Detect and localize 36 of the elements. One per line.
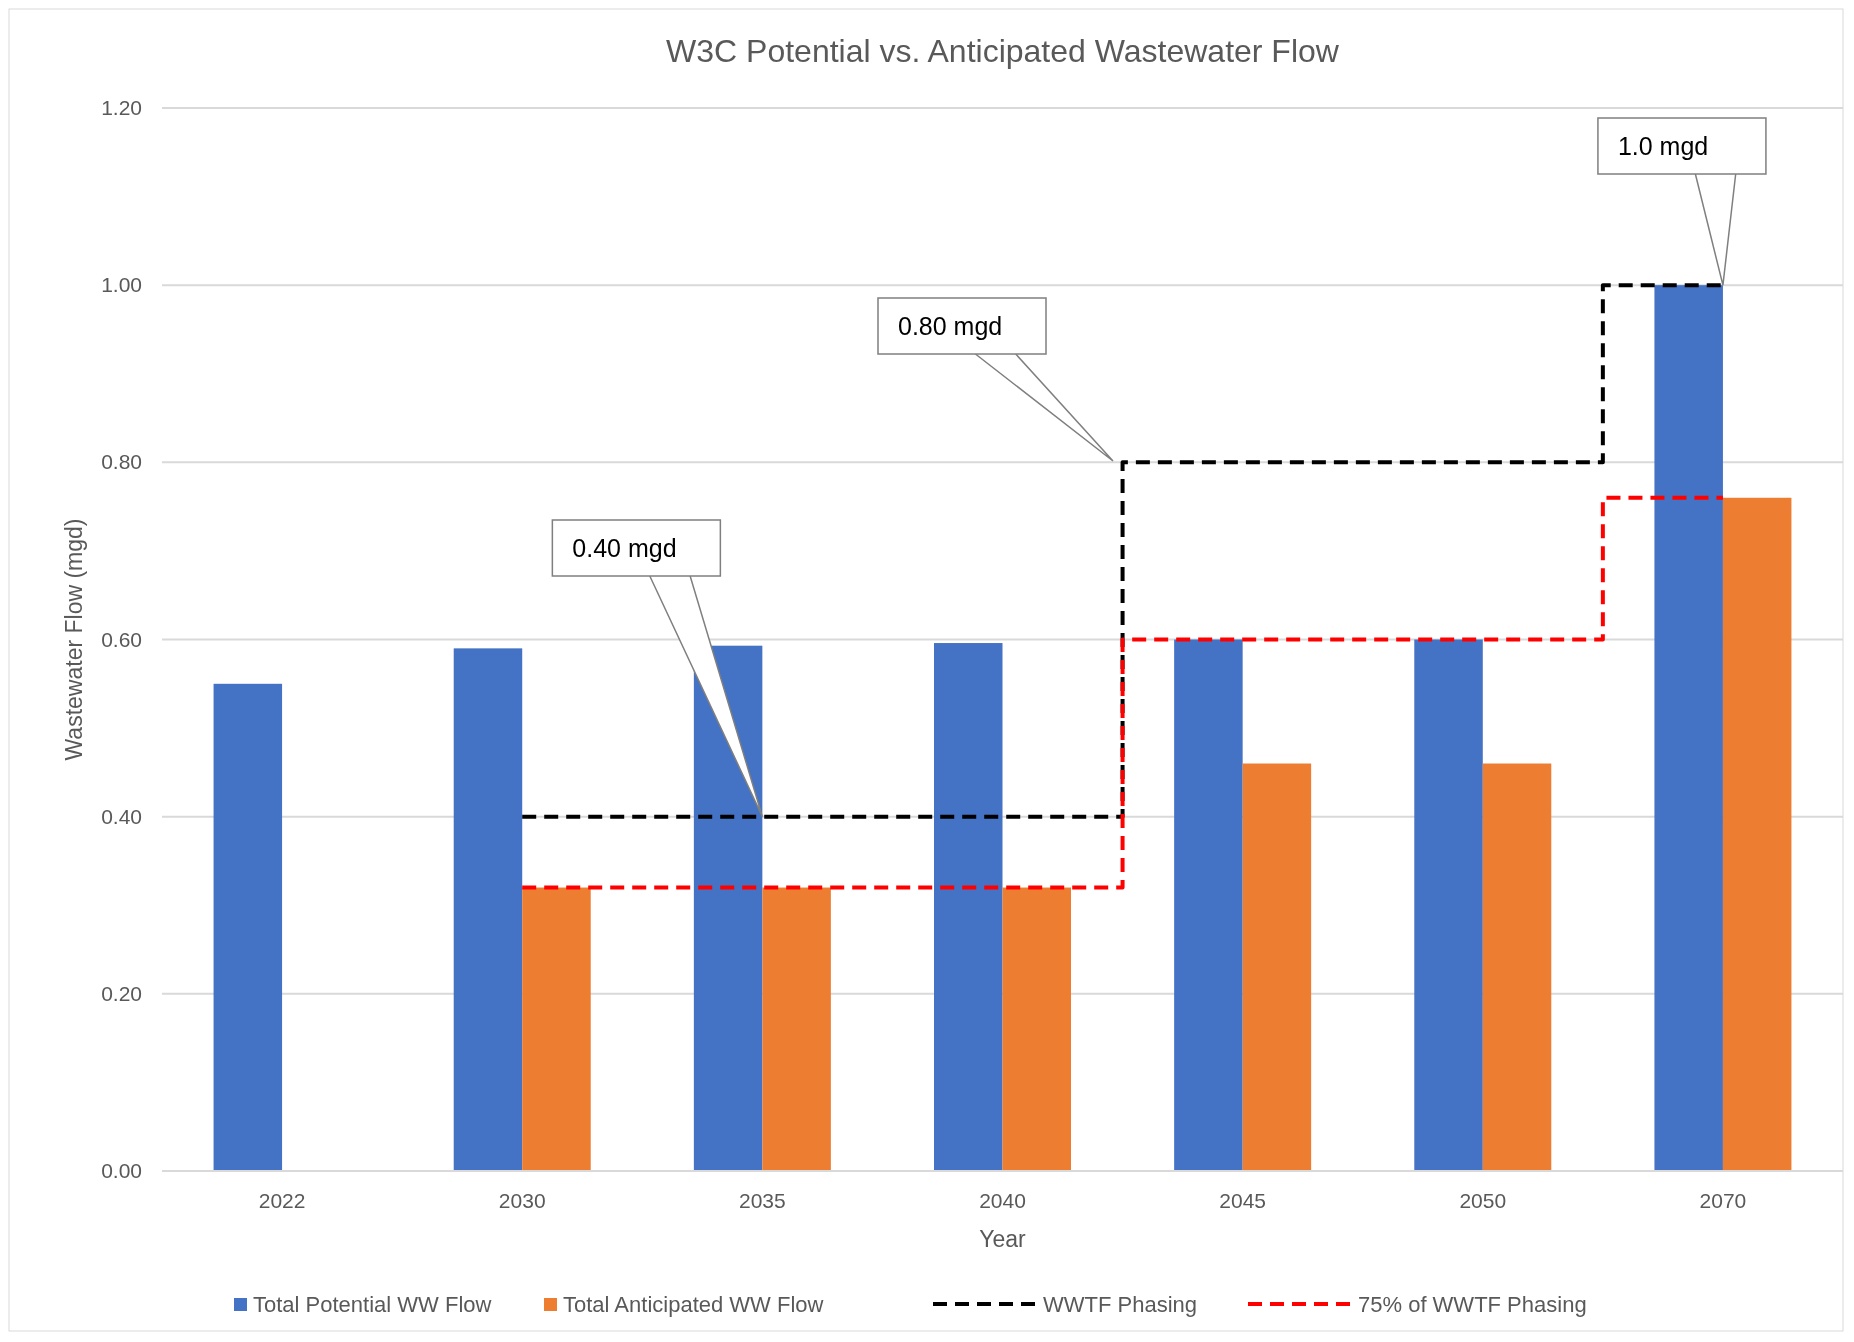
legend-label: 75% of WWTF Phasing — [1358, 1292, 1587, 1317]
bar — [1242, 763, 1312, 1171]
bar — [522, 887, 591, 1171]
y-tick-label: 1.00 — [101, 273, 142, 297]
bar — [1002, 887, 1071, 1171]
annotation: 0.40 mgd — [572, 534, 677, 562]
x-tick-label: 2035 — [739, 1189, 786, 1212]
bar — [1414, 639, 1483, 1171]
bar — [934, 643, 1003, 1171]
x-tick-label: 2070 — [1699, 1189, 1747, 1212]
bar — [1722, 497, 1792, 1171]
y-tick-label: 0.60 — [101, 627, 142, 651]
x-tick-label: 2030 — [498, 1189, 546, 1212]
legend-label: Total Potential WW Flow — [253, 1292, 492, 1317]
x-tick-label: 2045 — [1219, 1189, 1266, 1212]
y-tick-label: 0.40 — [101, 804, 142, 828]
y-tick-label: 0.20 — [101, 981, 142, 1005]
bar — [1174, 639, 1243, 1171]
y-tick-label: 0.80 — [101, 450, 142, 474]
x-tick-label: 2022 — [258, 1189, 306, 1212]
annotation: 1.0 mgd — [1617, 132, 1709, 160]
x-axis-title: Year — [979, 1226, 1027, 1252]
bar — [1482, 763, 1552, 1171]
bar — [1654, 285, 1723, 1171]
y-tick-label: 0.00 — [101, 1159, 142, 1182]
legend-label: Total Anticipated WW Flow — [563, 1292, 824, 1317]
x-tick-label: 2040 — [979, 1189, 1026, 1212]
chart-title: W3C Potential vs. Anticipated Wastewater Flow — [666, 33, 1340, 69]
annotation: 0.80 mgd — [898, 312, 1003, 340]
bar — [213, 683, 283, 1171]
y-tick-label: 1.20 — [101, 96, 142, 119]
legend-label: WWTF Phasing — [1043, 1292, 1198, 1317]
x-tick-label: 2050 — [1459, 1189, 1507, 1212]
bar — [762, 887, 831, 1171]
bar — [453, 648, 523, 1171]
y-axis-title: Wastewater Flow (mgd) — [61, 518, 87, 761]
